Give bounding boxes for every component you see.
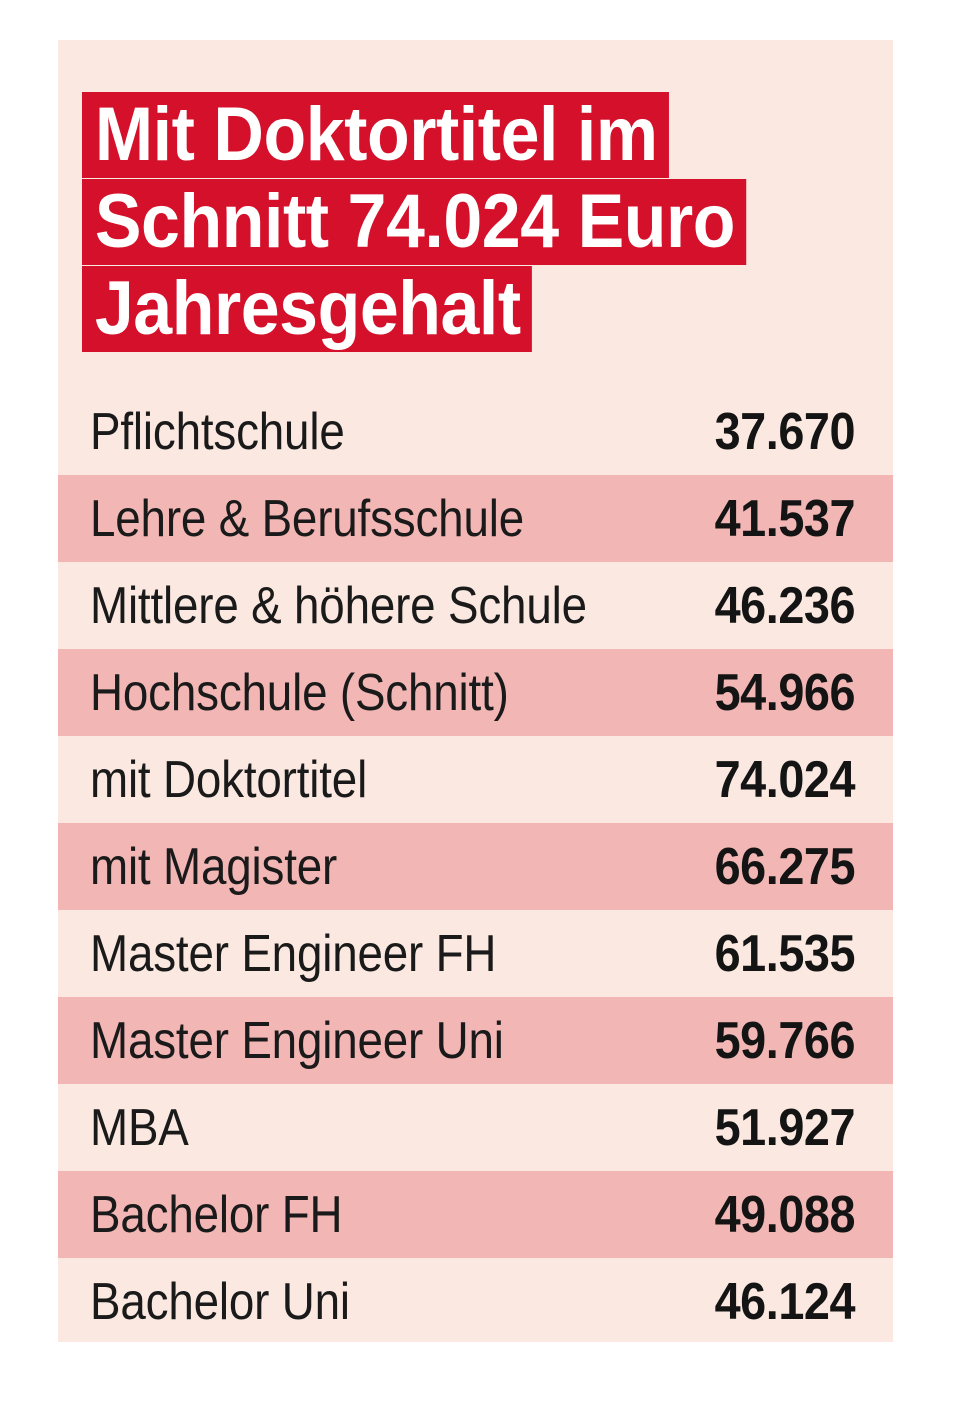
row-value: 37.670 xyxy=(714,402,856,461)
row-value: 51.927 xyxy=(714,1098,856,1157)
table-row: Lehre & Berufsschule 41.537 xyxy=(58,475,893,562)
row-value: 61.535 xyxy=(714,924,856,983)
row-label: Bachelor Uni xyxy=(90,1272,350,1331)
headline-line-3: Jahresgehalt xyxy=(82,266,532,352)
row-value: 46.124 xyxy=(714,1272,856,1331)
row-label: Bachelor FH xyxy=(90,1185,343,1244)
row-value: 74.024 xyxy=(714,750,856,809)
row-value: 49.088 xyxy=(714,1185,856,1244)
headline-line-1: Mit Doktortitel im xyxy=(82,92,669,178)
infographic-panel: Mit Doktortitel im Schnitt 74.024 Euro J… xyxy=(58,40,893,1342)
row-label: Lehre & Berufsschule xyxy=(90,489,525,548)
row-value: 66.275 xyxy=(714,837,856,896)
table-row: Master Engineer Uni 59.766 xyxy=(58,997,893,1084)
row-value: 41.537 xyxy=(714,489,856,548)
table-row: Bachelor Uni 46.124 xyxy=(58,1258,893,1342)
row-value: 59.766 xyxy=(714,1011,856,1070)
headline-line-2: Schnitt 74.024 Euro xyxy=(82,179,747,265)
table-row: mit Doktortitel 74.024 xyxy=(58,736,893,823)
row-label: MBA xyxy=(90,1098,189,1157)
table-row: Mittlere & höhere Schule 46.236 xyxy=(58,562,893,649)
row-value: 54.966 xyxy=(714,663,856,722)
row-label: mit Doktortitel xyxy=(90,750,368,809)
row-value: 46.236 xyxy=(714,576,856,635)
data-table: Pflichtschule 37.670 Lehre & Berufsschul… xyxy=(58,388,893,1342)
row-label: Master Engineer Uni xyxy=(90,1011,504,1070)
row-label: mit Magister xyxy=(90,837,338,896)
table-row: MBA 51.927 xyxy=(58,1084,893,1171)
row-label: Hochschule (Schnitt) xyxy=(90,663,509,722)
row-label: Mittlere & höhere Schule xyxy=(90,576,587,635)
table-row: Hochschule (Schnitt) 54.966 xyxy=(58,649,893,736)
table-row: Pflichtschule 37.670 xyxy=(58,388,893,475)
table-row: mit Magister 66.275 xyxy=(58,823,893,910)
row-label: Pflichtschule xyxy=(90,402,345,461)
table-row: Master Engineer FH 61.535 xyxy=(58,910,893,997)
row-label: Master Engineer FH xyxy=(90,924,497,983)
headline: Mit Doktortitel im Schnitt 74.024 Euro J… xyxy=(82,92,872,352)
table-row: Bachelor FH 49.088 xyxy=(58,1171,893,1258)
